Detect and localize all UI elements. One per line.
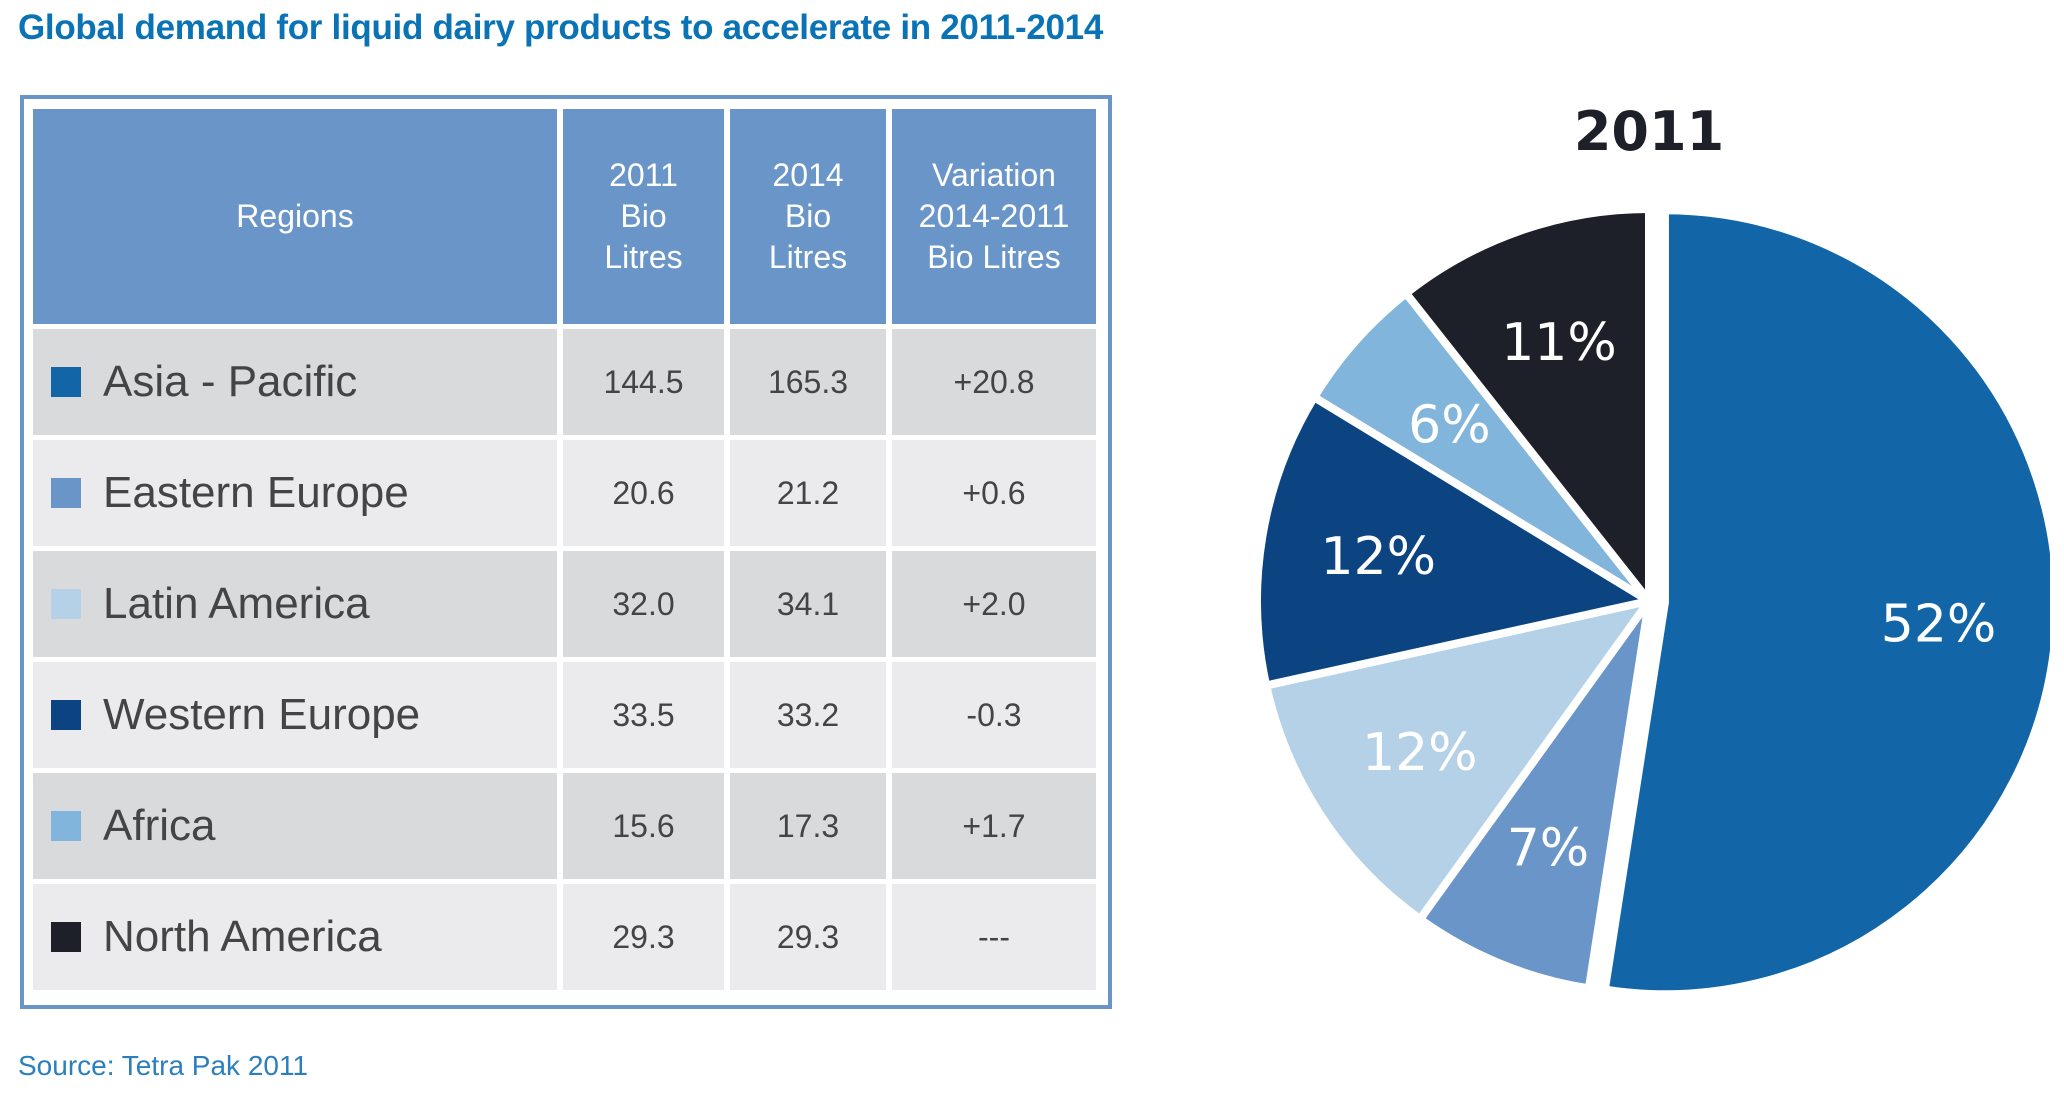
value-cell-v2014: 17.3	[730, 773, 886, 879]
region-cell: North America	[33, 884, 557, 990]
chart-title: 2011	[1574, 100, 1724, 163]
value-cell-v2011: 33.5	[563, 662, 724, 768]
pie-label: 52%	[1881, 594, 1997, 654]
pie-label: 6%	[1408, 395, 1491, 455]
region-cell: Latin America	[33, 551, 557, 657]
source-note: Source: Tetra Pak 2011	[18, 1050, 309, 1081]
region-label: Asia - Pacific	[103, 357, 358, 406]
header-cell: 2011 Bio Litres	[563, 109, 724, 324]
region-cell: Asia - Pacific	[33, 329, 557, 435]
value-cell-v2011: 144.5	[563, 329, 724, 435]
pie-slice-western-europe	[1253, 393, 1653, 690]
pie-label: 11%	[1501, 313, 1617, 373]
legend-swatch-icon	[51, 478, 81, 508]
value-cell-variation: ---	[892, 884, 1096, 990]
value-cell-v2014: 29.3	[730, 884, 886, 990]
region-cell: Africa	[33, 773, 557, 879]
value-cell-v2011: 20.6	[563, 440, 724, 546]
value-cell-v2011: 32.0	[563, 551, 724, 657]
region-label: North America	[103, 912, 382, 961]
header-cell: Variation 2014-2011 Bio Litres	[892, 109, 1096, 324]
header-cell: 2014 Bio Litres	[730, 109, 886, 324]
pie-chart: 52% 7% 12% 12% 6%11% 2011	[1253, 100, 2050, 999]
region-cell: Western Europe	[33, 662, 557, 768]
legend-swatch-icon	[51, 700, 81, 730]
value-cell-v2014: 34.1	[730, 551, 886, 657]
legend-swatch-icon	[51, 589, 81, 619]
value-cell-v2014: 165.3	[730, 329, 886, 435]
pie-label: 7%	[1507, 819, 1590, 879]
pie-slice-north-america	[1402, 205, 1653, 605]
value-cell-v2014: 33.2	[730, 662, 886, 768]
pie-label: 12%	[1362, 723, 1478, 783]
header-cell: Regions	[33, 109, 557, 324]
value-cell-v2011: 29.3	[563, 884, 724, 990]
pie-slice-asia-pacific	[1600, 206, 2050, 999]
legend-swatch-icon	[51, 811, 81, 841]
value-cell-variation: +2.0	[892, 551, 1096, 657]
pie-label: 12%	[1321, 527, 1437, 587]
region-label: Latin America	[103, 579, 370, 628]
region-label: Africa	[103, 801, 216, 850]
legend-swatch-icon	[51, 367, 81, 397]
region-label: Eastern Europe	[103, 468, 409, 517]
value-cell-v2014: 21.2	[730, 440, 886, 546]
value-cell-variation: +1.7	[892, 773, 1096, 879]
value-cell-variation: +0.6	[892, 440, 1096, 546]
region-label: Western Europe	[103, 690, 421, 739]
value-cell-variation: +20.8	[892, 329, 1096, 435]
region-cell: Eastern Europe	[33, 440, 557, 546]
pie-slice-latin-america	[1262, 597, 1653, 924]
pie-slice-eastern-europe	[1416, 597, 1653, 993]
value-cell-variation: -0.3	[892, 662, 1096, 768]
value-cell-v2011: 15.6	[563, 773, 724, 879]
page-title: Global demand for liquid dairy products …	[18, 8, 1103, 47]
legend-swatch-icon	[51, 922, 81, 952]
